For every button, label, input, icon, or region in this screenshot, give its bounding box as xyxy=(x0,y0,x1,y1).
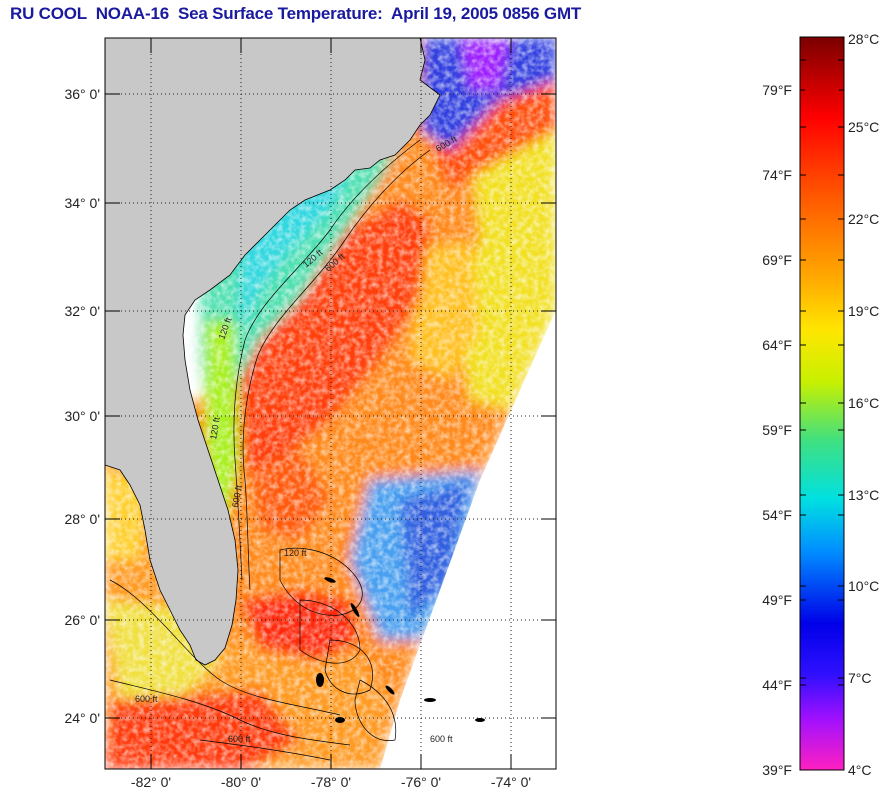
contour-label: 120 ft xyxy=(284,548,307,558)
colorbar-ticks xyxy=(800,59,844,771)
celsius-label: 4°C xyxy=(848,762,872,778)
celsius-label: 13°C xyxy=(848,487,879,503)
latitude-labels: 36° 0' 34° 0' 32° 0' 30° 0' 28° 0' 26° 0… xyxy=(64,86,100,726)
contour-label: 120 ft xyxy=(208,416,222,440)
sst-map: 600 ft 120 ft 600 ft 120 ft 120 ft 600 f… xyxy=(64,37,557,790)
fahrenheit-label: 59°F xyxy=(762,422,792,438)
lat-label: 32° 0' xyxy=(64,303,100,319)
celsius-label: 19°C xyxy=(848,303,879,319)
lon-label: -82° 0' xyxy=(131,774,171,790)
fahrenheit-label: 54°F xyxy=(762,507,792,523)
lon-label: -76° 0' xyxy=(401,774,441,790)
celsius-label: 22°C xyxy=(848,211,879,227)
fahrenheit-label: 79°F xyxy=(762,82,792,98)
longitude-labels: -82° 0' -80° 0' -78° 0' -76° 0' -74° 0' xyxy=(131,774,531,790)
lat-label: 24° 0' xyxy=(64,710,100,726)
celsius-label: 16°C xyxy=(848,395,879,411)
contour-label: 600 ft xyxy=(228,734,251,744)
lat-label: 30° 0' xyxy=(64,408,100,424)
lon-label: -78° 0' xyxy=(311,774,351,790)
lon-label: -80° 0' xyxy=(221,774,261,790)
map-content: 600 ft 120 ft 600 ft 120 ft 120 ft 600 f… xyxy=(105,38,556,769)
lon-label: -74° 0' xyxy=(491,774,531,790)
celsius-label: 10°C xyxy=(848,578,879,594)
lat-label: 34° 0' xyxy=(64,195,100,211)
fahrenheit-labels: 79°F 74°F 69°F 64°F 59°F 54°F 49°F 44°F … xyxy=(762,82,792,778)
land-mass xyxy=(105,38,441,666)
colorbar-gradient xyxy=(799,36,845,771)
fahrenheit-label: 74°F xyxy=(762,167,792,183)
fahrenheit-label: 39°F xyxy=(762,762,792,778)
fahrenheit-label: 44°F xyxy=(762,677,792,693)
temperature-color-scale: 79°F 74°F 69°F 64°F 59°F 54°F 49°F 44°F … xyxy=(762,31,879,778)
celsius-label: 25°C xyxy=(848,119,879,135)
celsius-labels: 28°C 25°C 22°C 19°C 16°C 13°C 10°C 7°C 4… xyxy=(848,31,879,778)
contour-label: 600 ft xyxy=(230,484,244,508)
celsius-label: 7°C xyxy=(848,670,872,686)
contour-label: 600 ft xyxy=(430,734,453,744)
no-data-wedge xyxy=(380,310,556,769)
bathymetry-contours xyxy=(109,139,431,761)
fahrenheit-label: 69°F xyxy=(762,252,792,268)
page-title: RU COOL NOAA-16 Sea Surface Temperature:… xyxy=(10,4,582,23)
fahrenheit-label: 64°F xyxy=(762,337,792,353)
frame-ticks xyxy=(105,38,556,769)
fahrenheit-label: 49°F xyxy=(762,592,792,608)
bahamas-islands xyxy=(316,577,485,723)
lat-label: 28° 0' xyxy=(64,511,100,527)
celsius-label: 28°C xyxy=(848,31,879,47)
contour-label: 600 ft xyxy=(135,694,158,704)
lat-label: 36° 0' xyxy=(64,86,100,102)
lat-label: 26° 0' xyxy=(64,612,100,628)
